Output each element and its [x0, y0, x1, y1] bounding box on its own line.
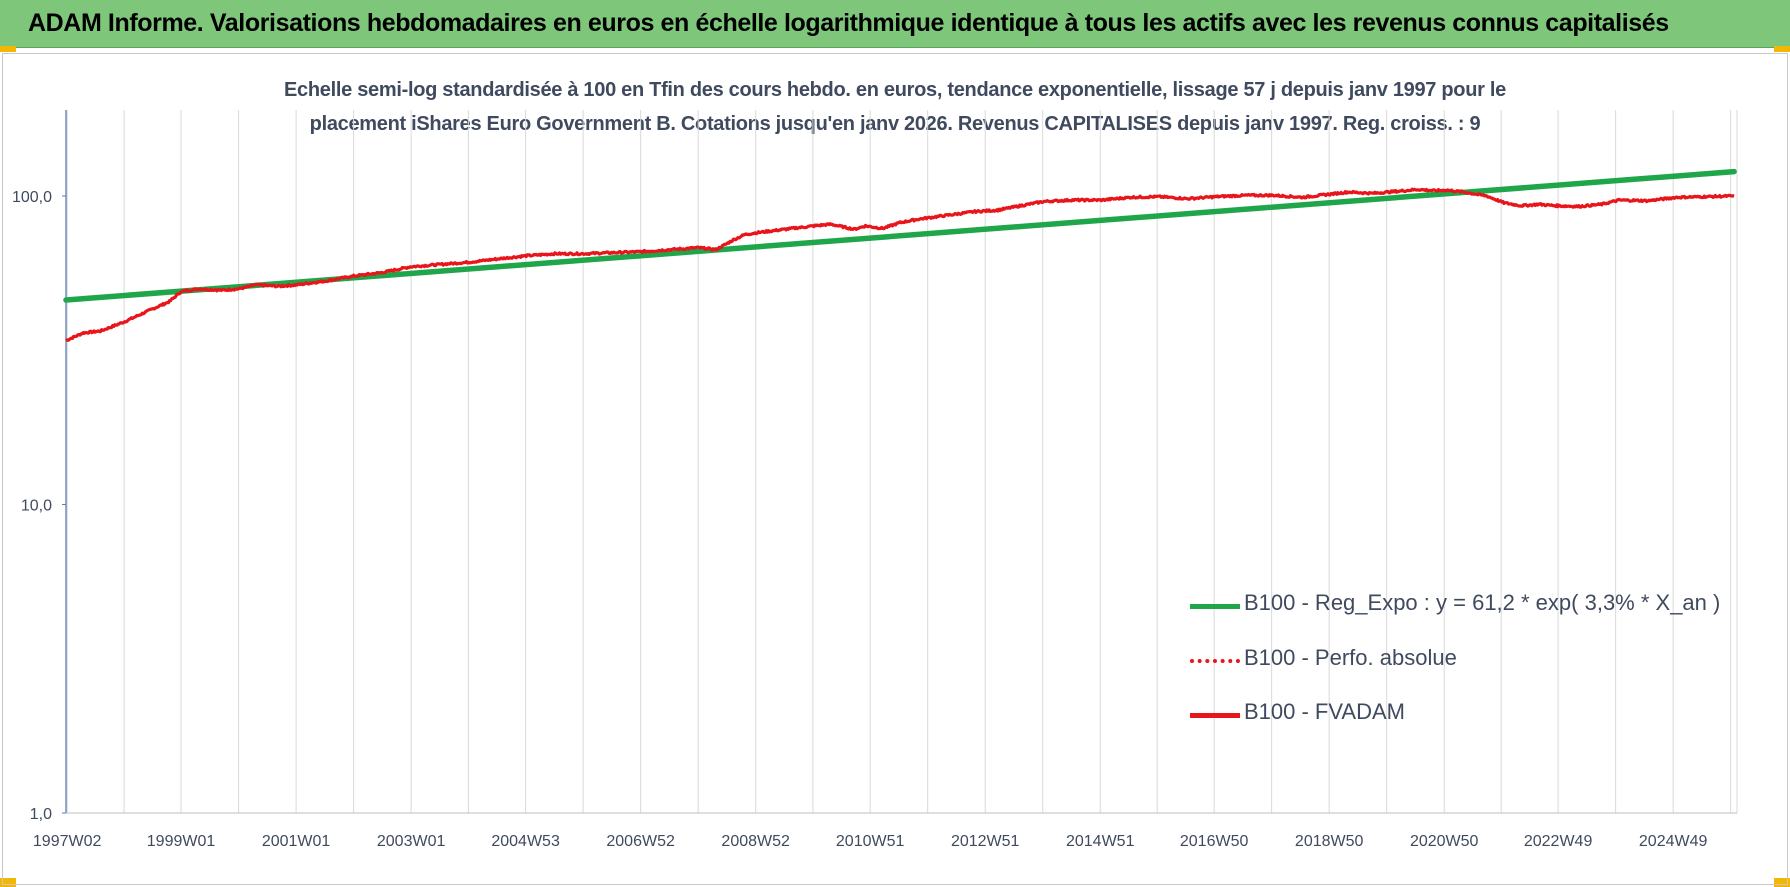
x-tick-label: 2024W49	[1639, 833, 1708, 850]
chart-title-line-1: Echelle semi-log standardisée à 100 en T…	[284, 79, 1506, 101]
corner-accent-top-left	[0, 46, 16, 52]
x-tick-label: 2016W50	[1180, 833, 1249, 850]
chart-title-line-2: placement iShares Euro Government B. Cot…	[309, 113, 1481, 135]
corner-accent-top-right	[1774, 46, 1790, 52]
y-tick-label: 100,0	[12, 189, 52, 206]
legend-label-perfo: B100 - Perfo. absolue	[1244, 645, 1457, 670]
corner-accent-bottom-right	[1774, 878, 1790, 887]
legend-swatch-fvadam	[1190, 713, 1240, 718]
y-tick-label: 10,0	[21, 497, 52, 514]
x-tick-label: 2020W50	[1410, 833, 1479, 850]
corner-accent-bottom-left	[0, 878, 16, 887]
legend-label-fvadam: B100 - FVADAM	[1244, 699, 1405, 724]
legend-swatch-trend	[1190, 604, 1240, 609]
x-tick-label: 2022W49	[1524, 833, 1593, 850]
x-tick-label: 2012W51	[951, 833, 1020, 850]
series-line-trend	[63, 168, 1737, 303]
series-line-fvadam	[65, 187, 1735, 342]
x-tick-label: 2003W01	[377, 833, 446, 850]
x-tick-label: 1999W01	[147, 833, 216, 850]
x-tick-label: 2008W52	[721, 833, 790, 850]
header-banner: ADAM Informe. Valorisations hebdomadaire…	[0, 0, 1790, 48]
x-tick-label: 2001W01	[262, 833, 331, 850]
x-tick-label: 2006W52	[606, 833, 675, 850]
legend-label-trend: B100 - Reg_Expo : y = 61,2 * exp( 3,3% *…	[1244, 590, 1721, 615]
x-tick-label: 2014W51	[1066, 833, 1135, 850]
page-title: ADAM Informe. Valorisations hebdomadaire…	[28, 9, 1669, 37]
y-tick-label: 1,0	[30, 806, 52, 823]
x-tick-label: 1997W02	[33, 833, 102, 850]
x-tick-label: 2004W53	[491, 833, 560, 850]
x-tick-label: 2018W50	[1295, 833, 1364, 850]
legend-swatch-perfo	[1190, 659, 1240, 663]
x-tick-label: 2010W51	[836, 833, 905, 850]
chart-frame	[2, 53, 1788, 885]
